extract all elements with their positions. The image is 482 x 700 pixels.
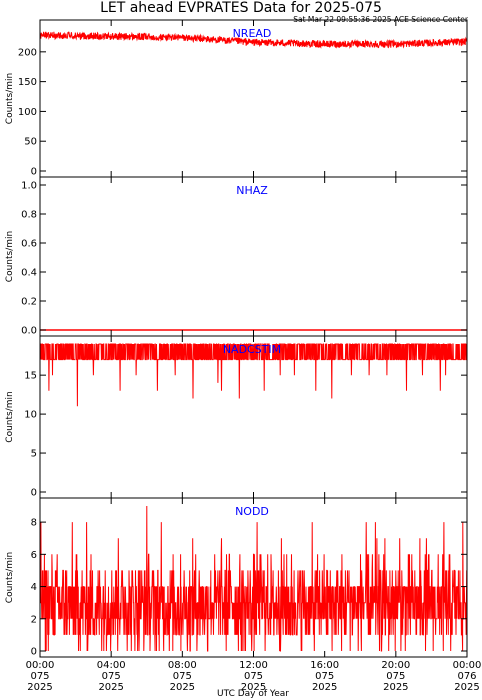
x-tick-time-label: 20:00 <box>381 660 410 671</box>
y-tick-label-nread: 150 <box>18 77 37 88</box>
y-tick-label-nadcstim: 10 <box>24 410 37 421</box>
y-tick-label-nread: 200 <box>18 47 37 58</box>
y-tick-label-nread: 0 <box>31 167 37 178</box>
x-tick-year-label: 2025 <box>383 682 408 693</box>
x-axis-label: UTC Day of Year <box>217 689 289 699</box>
y-tick-label-nhaz: 0.8 <box>21 210 37 221</box>
panel-label-nhaz: NHAZ <box>236 184 268 197</box>
y-tick-label-nhaz: 0.0 <box>21 326 37 337</box>
x-tick-year-label: 2025 <box>98 682 123 693</box>
y-tick-label-nread: 100 <box>18 107 37 118</box>
y-tick-label-nhaz: 0.6 <box>21 239 37 250</box>
x-tick-year-label: 2025 <box>170 682 195 693</box>
y-tick-label-nodd: 8 <box>31 518 37 529</box>
x-tick-doy-label: 075 <box>244 671 263 682</box>
y-tick-label-nodd: 0 <box>31 647 37 658</box>
y-tick-label-nread: 50 <box>24 137 37 148</box>
panel-label-nodd: NODD <box>235 505 269 518</box>
panel-frame-nadcstim <box>39 335 468 499</box>
x-tick-time-label: 00:00 <box>453 660 482 671</box>
x-tick-year-label: 2025 <box>27 682 52 693</box>
x-tick-year-label: 2025 <box>241 682 266 693</box>
chart-title: LET ahead EVPRATES Data for 2025-075 <box>100 0 382 16</box>
y-tick-label-nodd: 2 <box>31 614 37 625</box>
y-axis-label-nhaz: Counts/min <box>5 231 15 282</box>
x-tick-time-label: 08:00 <box>168 660 197 671</box>
x-tick-doy-label: 075 <box>315 671 334 682</box>
y-axis-label-nread: Counts/min <box>5 73 15 124</box>
x-tick-time-label: 12:00 <box>239 660 268 671</box>
y-tick-label-nhaz: 1.0 <box>21 181 37 192</box>
panel-label-nread: NREAD <box>233 27 272 40</box>
x-tick-doy-label: 076 <box>457 671 476 682</box>
y-tick-label-nodd: 6 <box>31 550 37 561</box>
x-tick-year-label: 2025 <box>454 682 479 693</box>
y-tick-label-nadcstim: 0 <box>31 488 37 499</box>
x-tick-doy-label: 075 <box>173 671 192 682</box>
y-tick-label-nadcstim: 15 <box>24 371 37 382</box>
y-axis-label-nodd: Counts/min <box>5 552 15 603</box>
y-tick-label-nodd: 4 <box>31 582 37 593</box>
series-line-nread <box>39 31 468 50</box>
series-line-nadcstim <box>39 343 468 407</box>
y-tick-label-nhaz: 0.2 <box>21 297 37 308</box>
x-tick-time-label: 16:00 <box>310 660 339 671</box>
x-tick-time-label: 00:00 <box>26 660 55 671</box>
series-line-nodd <box>39 505 468 652</box>
x-tick-doy-label: 075 <box>386 671 405 682</box>
y-axis-label-nadcstim: Counts/min <box>5 391 15 442</box>
x-tick-year-label: 2025 <box>312 682 337 693</box>
panel-frame-nhaz <box>39 176 468 337</box>
x-tick-doy-label: 075 <box>102 671 121 682</box>
x-tick-time-label: 04:00 <box>97 660 126 671</box>
x-tick-doy-label: 075 <box>30 671 49 682</box>
panel-label-nadcstim: NADCSTIM <box>223 343 281 356</box>
y-tick-label-nhaz: 0.4 <box>21 268 37 279</box>
y-tick-label-nadcstim: 5 <box>31 449 37 460</box>
